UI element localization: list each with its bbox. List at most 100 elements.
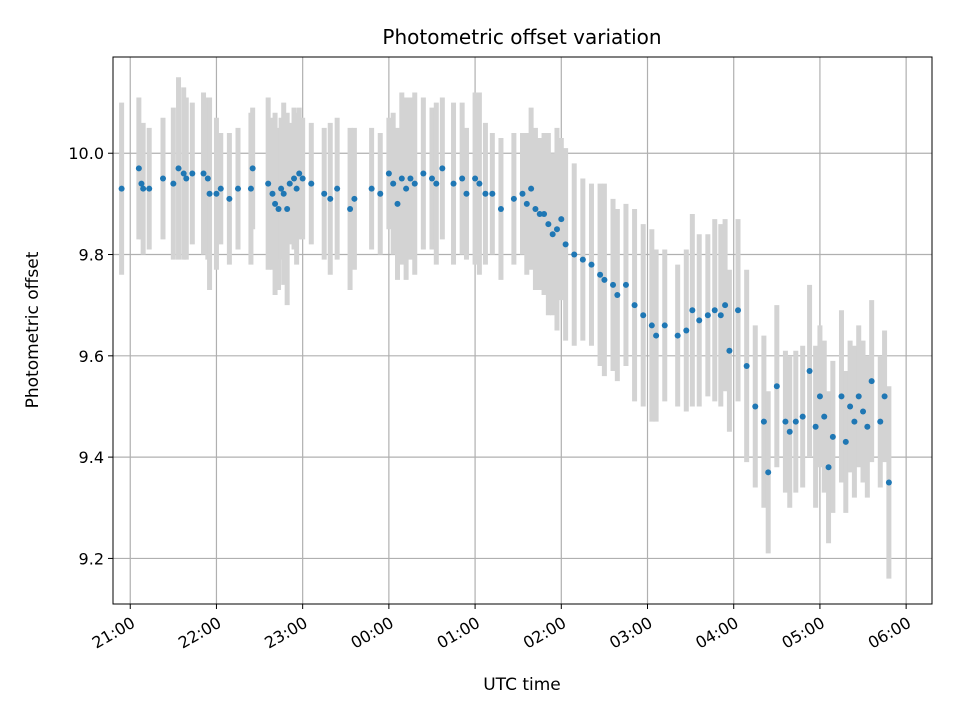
data-point bbox=[792, 418, 799, 425]
data-point bbox=[648, 322, 655, 329]
data-point bbox=[860, 408, 867, 415]
data-point bbox=[118, 185, 125, 192]
data-point bbox=[545, 221, 552, 228]
data-point bbox=[829, 433, 836, 440]
data-point bbox=[327, 195, 334, 202]
data-point bbox=[532, 205, 539, 212]
data-point bbox=[489, 190, 496, 197]
y-tick-label: 9.6 bbox=[79, 347, 104, 366]
data-point bbox=[450, 180, 457, 187]
data-points bbox=[118, 165, 892, 486]
data-point bbox=[183, 175, 190, 182]
data-point bbox=[842, 438, 849, 445]
y-tick-label: 10.0 bbox=[68, 144, 104, 163]
data-point bbox=[291, 175, 298, 182]
data-point bbox=[377, 190, 384, 197]
data-point bbox=[597, 271, 604, 278]
data-point bbox=[138, 180, 145, 187]
data-point bbox=[334, 185, 341, 192]
data-point bbox=[278, 185, 285, 192]
data-point bbox=[847, 403, 854, 410]
data-point bbox=[368, 185, 375, 192]
data-point bbox=[299, 175, 306, 182]
data-point bbox=[631, 302, 638, 309]
data-point bbox=[204, 175, 211, 182]
data-point bbox=[296, 170, 303, 177]
data-point bbox=[275, 205, 282, 212]
data-point bbox=[614, 292, 621, 299]
data-point bbox=[825, 464, 832, 471]
data-point bbox=[286, 180, 293, 187]
y-axis-label: Photometric offset bbox=[23, 251, 43, 408]
data-point bbox=[765, 469, 772, 476]
data-point bbox=[265, 180, 272, 187]
data-point bbox=[398, 175, 405, 182]
data-point bbox=[722, 302, 729, 309]
data-point bbox=[170, 180, 177, 187]
data-point bbox=[472, 175, 479, 182]
data-point bbox=[782, 418, 789, 425]
data-point bbox=[838, 393, 845, 400]
data-point bbox=[213, 190, 220, 197]
data-point bbox=[653, 332, 660, 339]
data-point bbox=[868, 378, 875, 385]
data-point bbox=[752, 403, 759, 410]
data-point bbox=[420, 170, 427, 177]
data-point bbox=[760, 418, 767, 425]
data-point bbox=[558, 216, 565, 223]
data-point bbox=[610, 281, 617, 288]
data-point bbox=[541, 211, 548, 218]
data-point bbox=[411, 180, 418, 187]
data-point bbox=[562, 241, 569, 248]
data-point bbox=[519, 190, 526, 197]
data-point bbox=[272, 200, 279, 207]
chart-title: Photometric offset variation bbox=[382, 25, 661, 49]
data-point bbox=[428, 175, 435, 182]
data-point bbox=[459, 175, 466, 182]
data-point bbox=[812, 423, 819, 430]
data-point bbox=[407, 175, 414, 182]
data-point bbox=[175, 165, 182, 172]
data-point bbox=[601, 276, 608, 283]
data-point bbox=[855, 393, 862, 400]
data-point bbox=[743, 362, 750, 369]
data-point bbox=[463, 190, 470, 197]
data-point bbox=[806, 368, 813, 375]
data-point bbox=[536, 211, 543, 218]
data-point bbox=[235, 185, 242, 192]
y-tick-label: 9.2 bbox=[79, 549, 104, 568]
data-point bbox=[588, 261, 595, 268]
data-point bbox=[786, 428, 793, 435]
y-axis-ticks: 9.2 9.4 9.6 9.8 10.0 bbox=[68, 144, 113, 568]
data-point bbox=[579, 256, 586, 263]
plot-frame bbox=[112, 56, 933, 605]
data-point bbox=[247, 185, 254, 192]
data-point bbox=[226, 195, 233, 202]
y-tick-label: 9.8 bbox=[79, 246, 104, 265]
data-point bbox=[735, 307, 742, 314]
data-point bbox=[394, 200, 401, 207]
data-point bbox=[674, 332, 681, 339]
data-point bbox=[711, 307, 718, 314]
data-point bbox=[249, 165, 256, 172]
data-point bbox=[403, 185, 410, 192]
data-point bbox=[433, 180, 440, 187]
data-point bbox=[269, 190, 276, 197]
data-point bbox=[206, 190, 213, 197]
data-point bbox=[799, 413, 806, 420]
data-point bbox=[549, 231, 556, 238]
data-point bbox=[321, 190, 328, 197]
data-point bbox=[189, 170, 196, 177]
data-point bbox=[284, 205, 291, 212]
data-point bbox=[439, 165, 446, 172]
data-point bbox=[280, 190, 287, 197]
data-point bbox=[726, 347, 733, 354]
data-point bbox=[696, 317, 703, 324]
data-point bbox=[864, 423, 871, 430]
x-axis-label: UTC time bbox=[483, 675, 561, 695]
data-point bbox=[704, 312, 711, 319]
data-point bbox=[482, 190, 489, 197]
data-point bbox=[622, 281, 629, 288]
data-point bbox=[689, 307, 696, 314]
data-point bbox=[821, 413, 828, 420]
